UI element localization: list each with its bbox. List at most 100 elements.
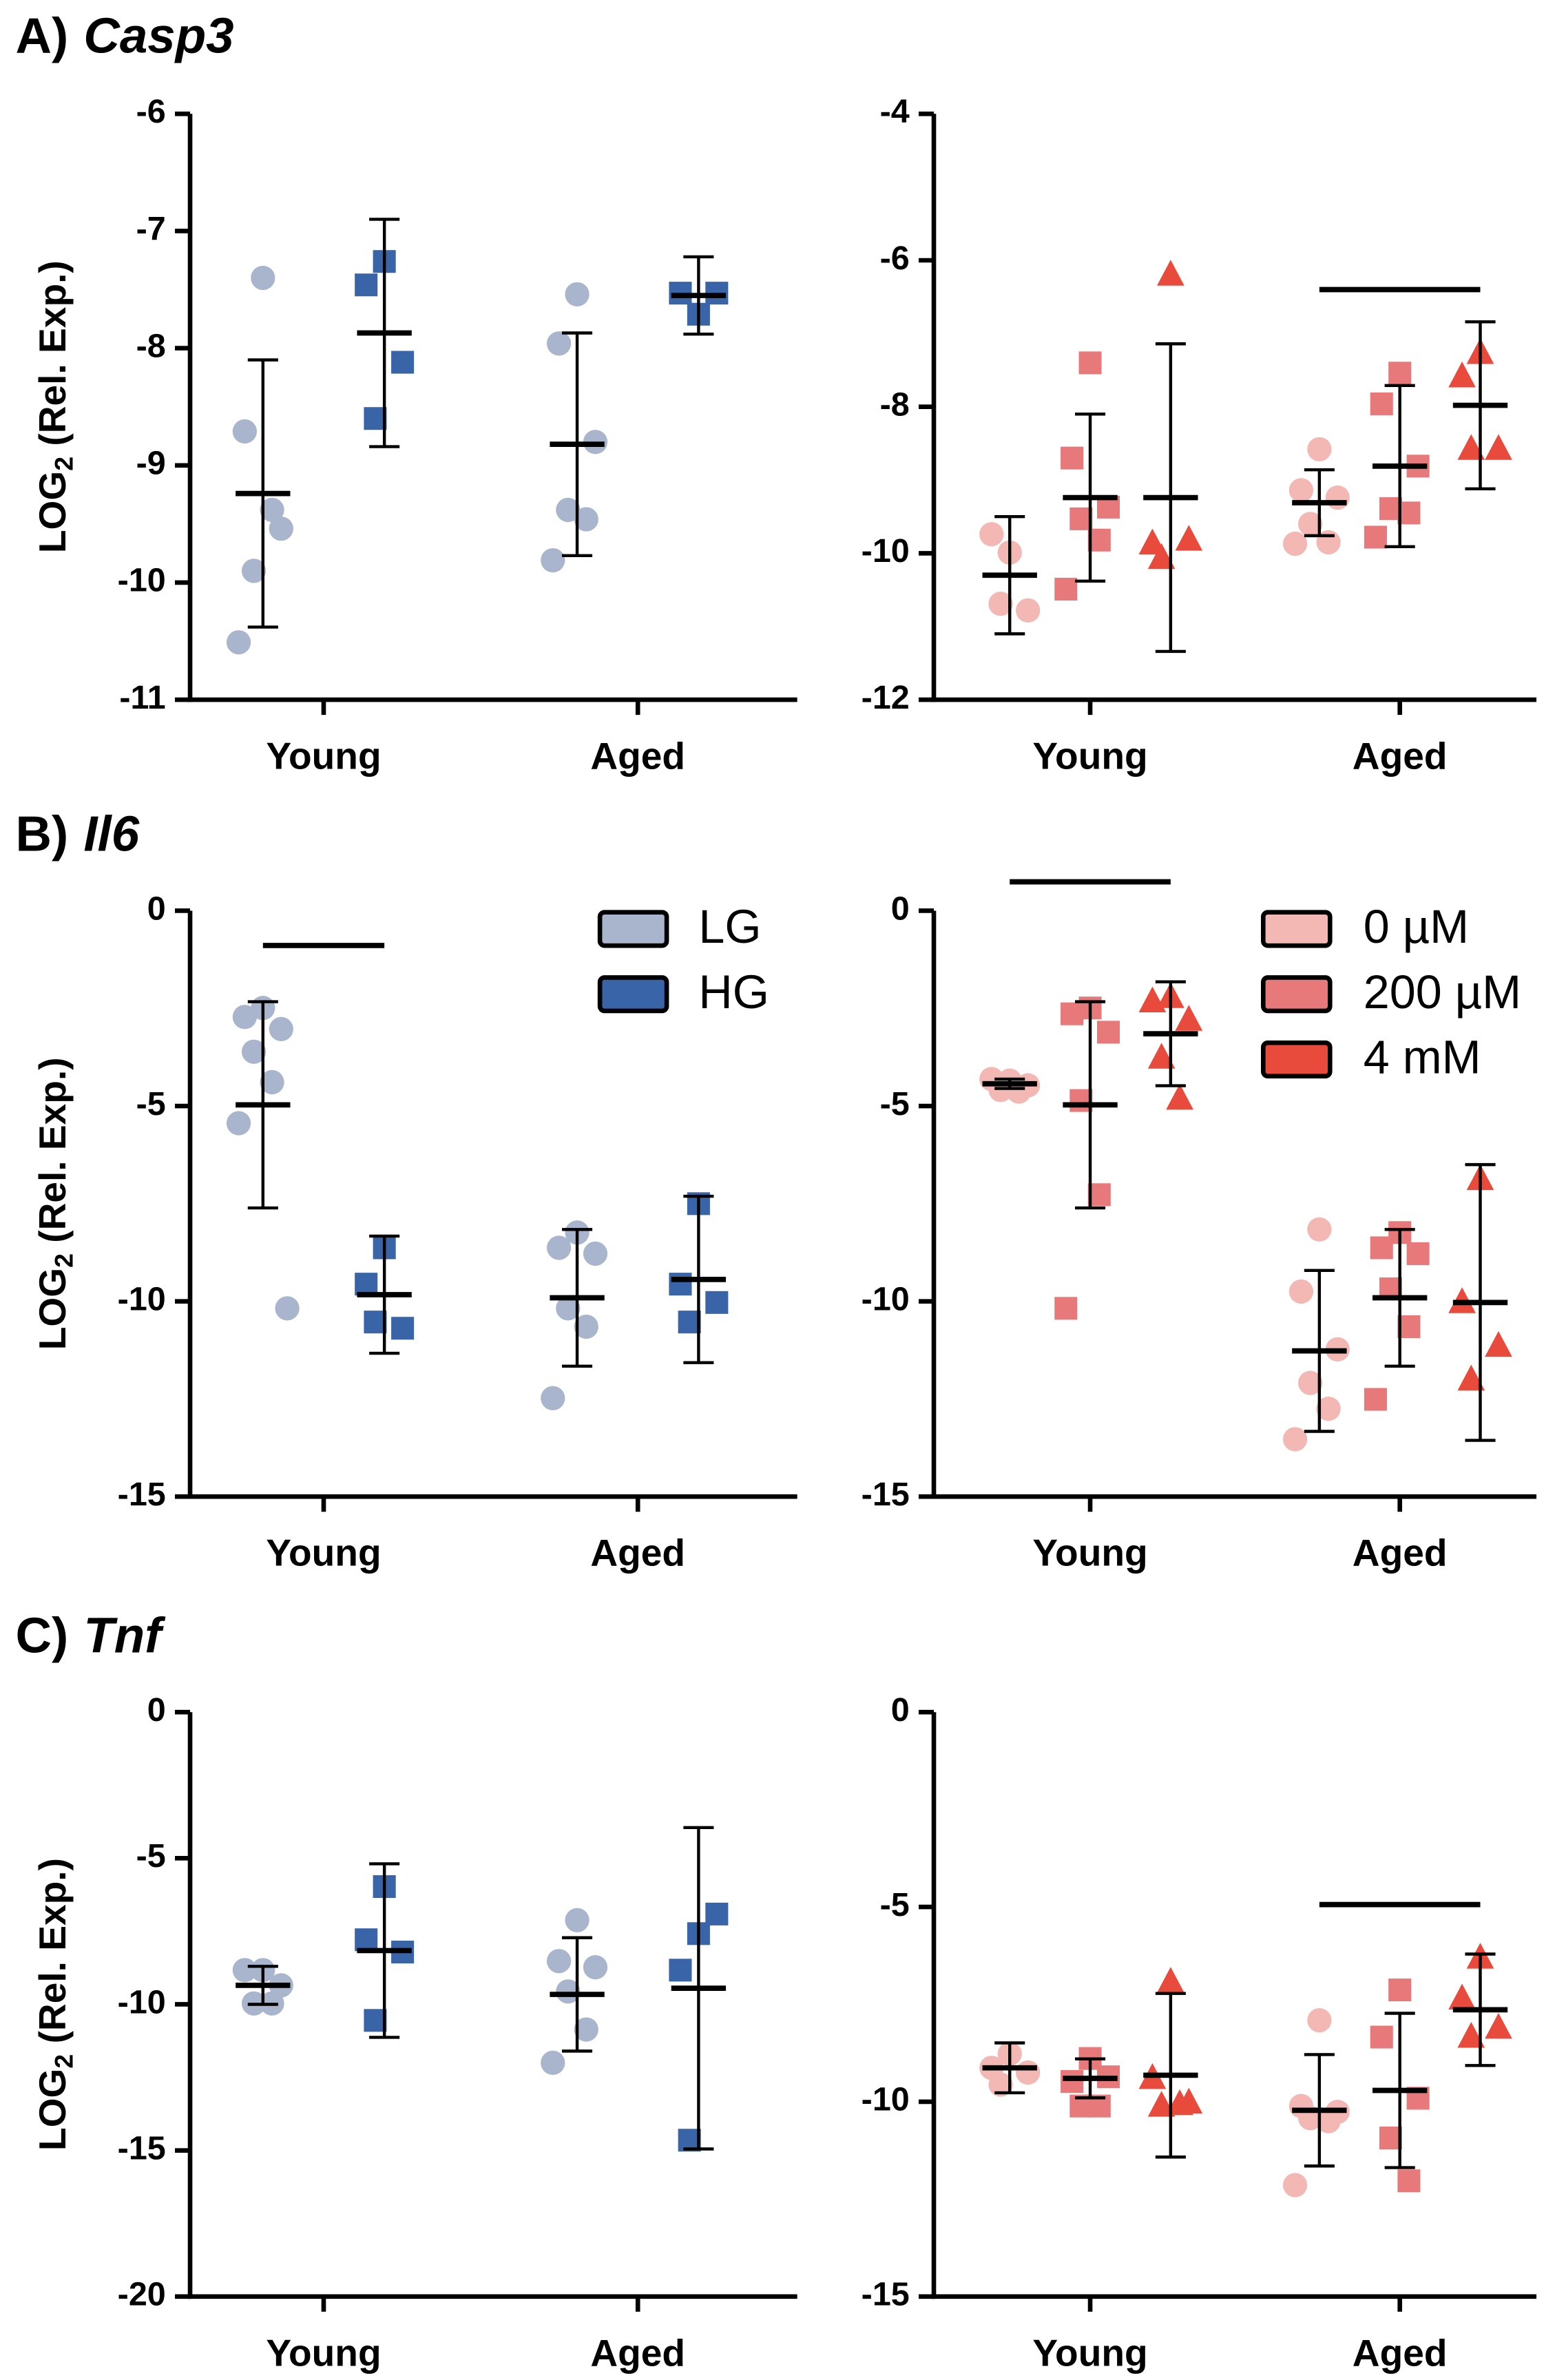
legend-label: LG: [698, 901, 761, 953]
point: [546, 1235, 572, 1260]
x-tick-label: Aged: [590, 2331, 685, 2374]
point: [1157, 260, 1184, 286]
x-tick-label: Young: [1032, 735, 1147, 777]
y-tick-label: -12: [862, 679, 910, 716]
point: [1388, 362, 1412, 385]
point: [1298, 512, 1323, 536]
point: [541, 2050, 565, 2075]
point: [541, 547, 565, 573]
y-label-rest: (Rel. Exp.): [30, 1858, 73, 2054]
point: [269, 1016, 293, 1041]
point: [1147, 2091, 1176, 2117]
point: [1457, 434, 1485, 460]
y-tick-label: -10: [118, 1983, 166, 2021]
y-tick-label: -15: [862, 1476, 910, 1513]
point: [1485, 434, 1512, 460]
y-label-sub: 2: [49, 457, 78, 471]
point: [574, 2017, 598, 2042]
point: [1298, 1370, 1323, 1395]
y-label-main: LOG: [30, 2069, 73, 2151]
x-tick-label: Aged: [1353, 735, 1448, 777]
y-label-rest: (Rel. Exp.): [30, 1057, 73, 1253]
point: [1282, 2173, 1308, 2198]
point: [1316, 1396, 1341, 1421]
point: [1457, 2021, 1485, 2048]
point: [1448, 1983, 1476, 2010]
point: [1078, 351, 1102, 375]
point: [1061, 446, 1084, 470]
x-tick-label: Young: [266, 1532, 381, 1574]
point: [1316, 2109, 1341, 2133]
point: [1054, 1297, 1078, 1320]
point: [1397, 2169, 1421, 2193]
point: [541, 1386, 565, 1410]
y-tick-label: 0: [147, 1691, 166, 1729]
point: [1147, 543, 1176, 570]
point: [705, 1902, 729, 1925]
legend-swatch: [597, 975, 669, 1014]
y-tick-label: -6: [136, 93, 166, 130]
point: [1325, 485, 1350, 510]
y-tick-label: -10: [862, 2081, 910, 2118]
y-tick-label: -15: [862, 2276, 910, 2313]
point: [1096, 1021, 1120, 1044]
point: [1364, 1388, 1387, 1411]
gene-name: Il6: [83, 806, 139, 862]
point: [1370, 1236, 1393, 1260]
point: [583, 1954, 608, 1980]
panel-title: C) Tnf: [16, 1608, 167, 1664]
point: [1370, 2025, 1393, 2049]
point: [391, 1317, 415, 1340]
point: [574, 1314, 598, 1339]
point: [1448, 362, 1476, 388]
point: [269, 516, 293, 541]
point: [241, 1039, 267, 1064]
y-tick-label: 0: [891, 1691, 910, 1729]
legend-label: 4 mM: [1364, 1032, 1481, 1084]
point: [1388, 1979, 1412, 2002]
y-tick-label: -4: [880, 93, 910, 130]
y-tick-label: -11: [119, 679, 165, 716]
point: [1457, 1364, 1485, 1391]
legend-swatch: [1260, 910, 1333, 948]
panel-title: B) Il6: [16, 806, 140, 862]
point: [1016, 598, 1041, 623]
point: [669, 1959, 692, 1982]
point: [1166, 2089, 1193, 2116]
point: [669, 1273, 692, 1296]
y-tick-label: 0: [147, 890, 166, 927]
y-tick-label: -7: [136, 210, 166, 247]
y-axis-label: LOG2 (Rel. Exp.): [30, 1057, 78, 1350]
x-tick-label: Young: [1032, 2331, 1147, 2374]
point: [1166, 1083, 1193, 1110]
point: [1485, 2012, 1512, 2039]
point: [1175, 525, 1203, 551]
point: [1485, 1330, 1512, 1357]
legend-swatch: [597, 910, 669, 948]
point: [1157, 1967, 1184, 1993]
point: [1147, 1043, 1176, 1069]
point: [979, 522, 1004, 547]
point: [1061, 1002, 1084, 1025]
point: [705, 1291, 729, 1314]
point: [1364, 525, 1387, 549]
y-tick-label: -5: [880, 1886, 910, 1923]
y-label-rest: (Rel. Exp.): [30, 260, 73, 457]
y-tick-label: -8: [880, 386, 910, 424]
panel-label: A): [16, 8, 69, 64]
y-label-sub: 2: [49, 2054, 78, 2069]
x-tick-label: Young: [266, 2331, 381, 2374]
point: [1288, 478, 1314, 503]
point: [355, 1928, 378, 1952]
point: [1061, 2069, 1084, 2094]
point: [251, 265, 275, 291]
point: [355, 1273, 378, 1296]
point: [556, 497, 581, 523]
point: [556, 1296, 581, 1321]
point: [1307, 1217, 1332, 1242]
legend-swatch: [1260, 1040, 1333, 1078]
x-tick-label: Young: [1032, 1532, 1147, 1574]
point: [565, 282, 589, 306]
y-tick-label: -9: [136, 445, 166, 482]
